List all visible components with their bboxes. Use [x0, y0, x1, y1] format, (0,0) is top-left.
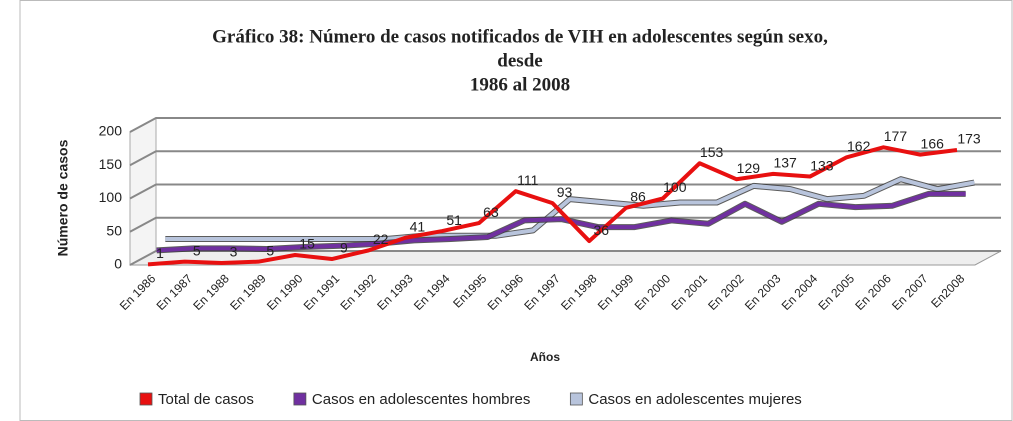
y-tick-label: 200 [99, 123, 123, 139]
grid-line [129, 150, 1001, 167]
series-line [165, 177, 975, 242]
data-label: 162 [847, 138, 871, 154]
y-axis-label: Número de casos [55, 139, 71, 256]
y-tick-label: 100 [99, 189, 123, 205]
data-label: 5 [193, 242, 201, 258]
data-label: 100 [663, 179, 687, 195]
chart-frame [19, 0, 1013, 421]
data-label: 177 [884, 128, 908, 144]
legend-swatch [293, 392, 307, 406]
data-label: 41 [410, 218, 426, 234]
grid-line [129, 117, 1001, 133]
data-label: 173 [957, 131, 981, 147]
chart-title: 1986 al 2008 [470, 74, 570, 95]
data-label: 111 [517, 172, 538, 188]
data-label: 51 [446, 212, 462, 228]
y-tick-label: 0 [114, 256, 122, 272]
y-tick-label: 50 [106, 222, 122, 238]
y-tick-label: 150 [99, 156, 123, 172]
data-label: 1 [156, 245, 164, 261]
data-label: 22 [373, 231, 389, 247]
data-label: 63 [483, 204, 499, 220]
data-label: 86 [630, 189, 646, 205]
data-label: 36 [593, 222, 609, 238]
data-label: 133 [810, 157, 834, 173]
series-line [156, 191, 966, 253]
data-label: 15 [299, 236, 315, 252]
legend-swatch [139, 392, 153, 406]
data-label: 93 [557, 184, 573, 200]
data-label: 3 [230, 244, 238, 260]
data-label: 153 [700, 144, 724, 160]
data-label: 5 [266, 242, 274, 258]
x-axis-label: Años [530, 350, 560, 364]
chart-title: Gráfico 38: Número de casos notificados … [212, 26, 828, 47]
legend-label: Casos en adolescentes mujeres [588, 391, 801, 408]
legend-label: Casos en adolescentes hombres [312, 391, 530, 408]
grid-line [129, 250, 1001, 266]
series-line [147, 145, 958, 267]
grid-line [129, 183, 1001, 200]
data-label: 166 [921, 135, 945, 151]
legend-label: Total de casos [158, 391, 254, 408]
legend-swatch [569, 392, 583, 406]
data-label: 129 [737, 160, 761, 176]
data-label: 9 [340, 240, 348, 256]
data-label: 137 [773, 155, 797, 171]
chart-title: desde [497, 50, 542, 71]
